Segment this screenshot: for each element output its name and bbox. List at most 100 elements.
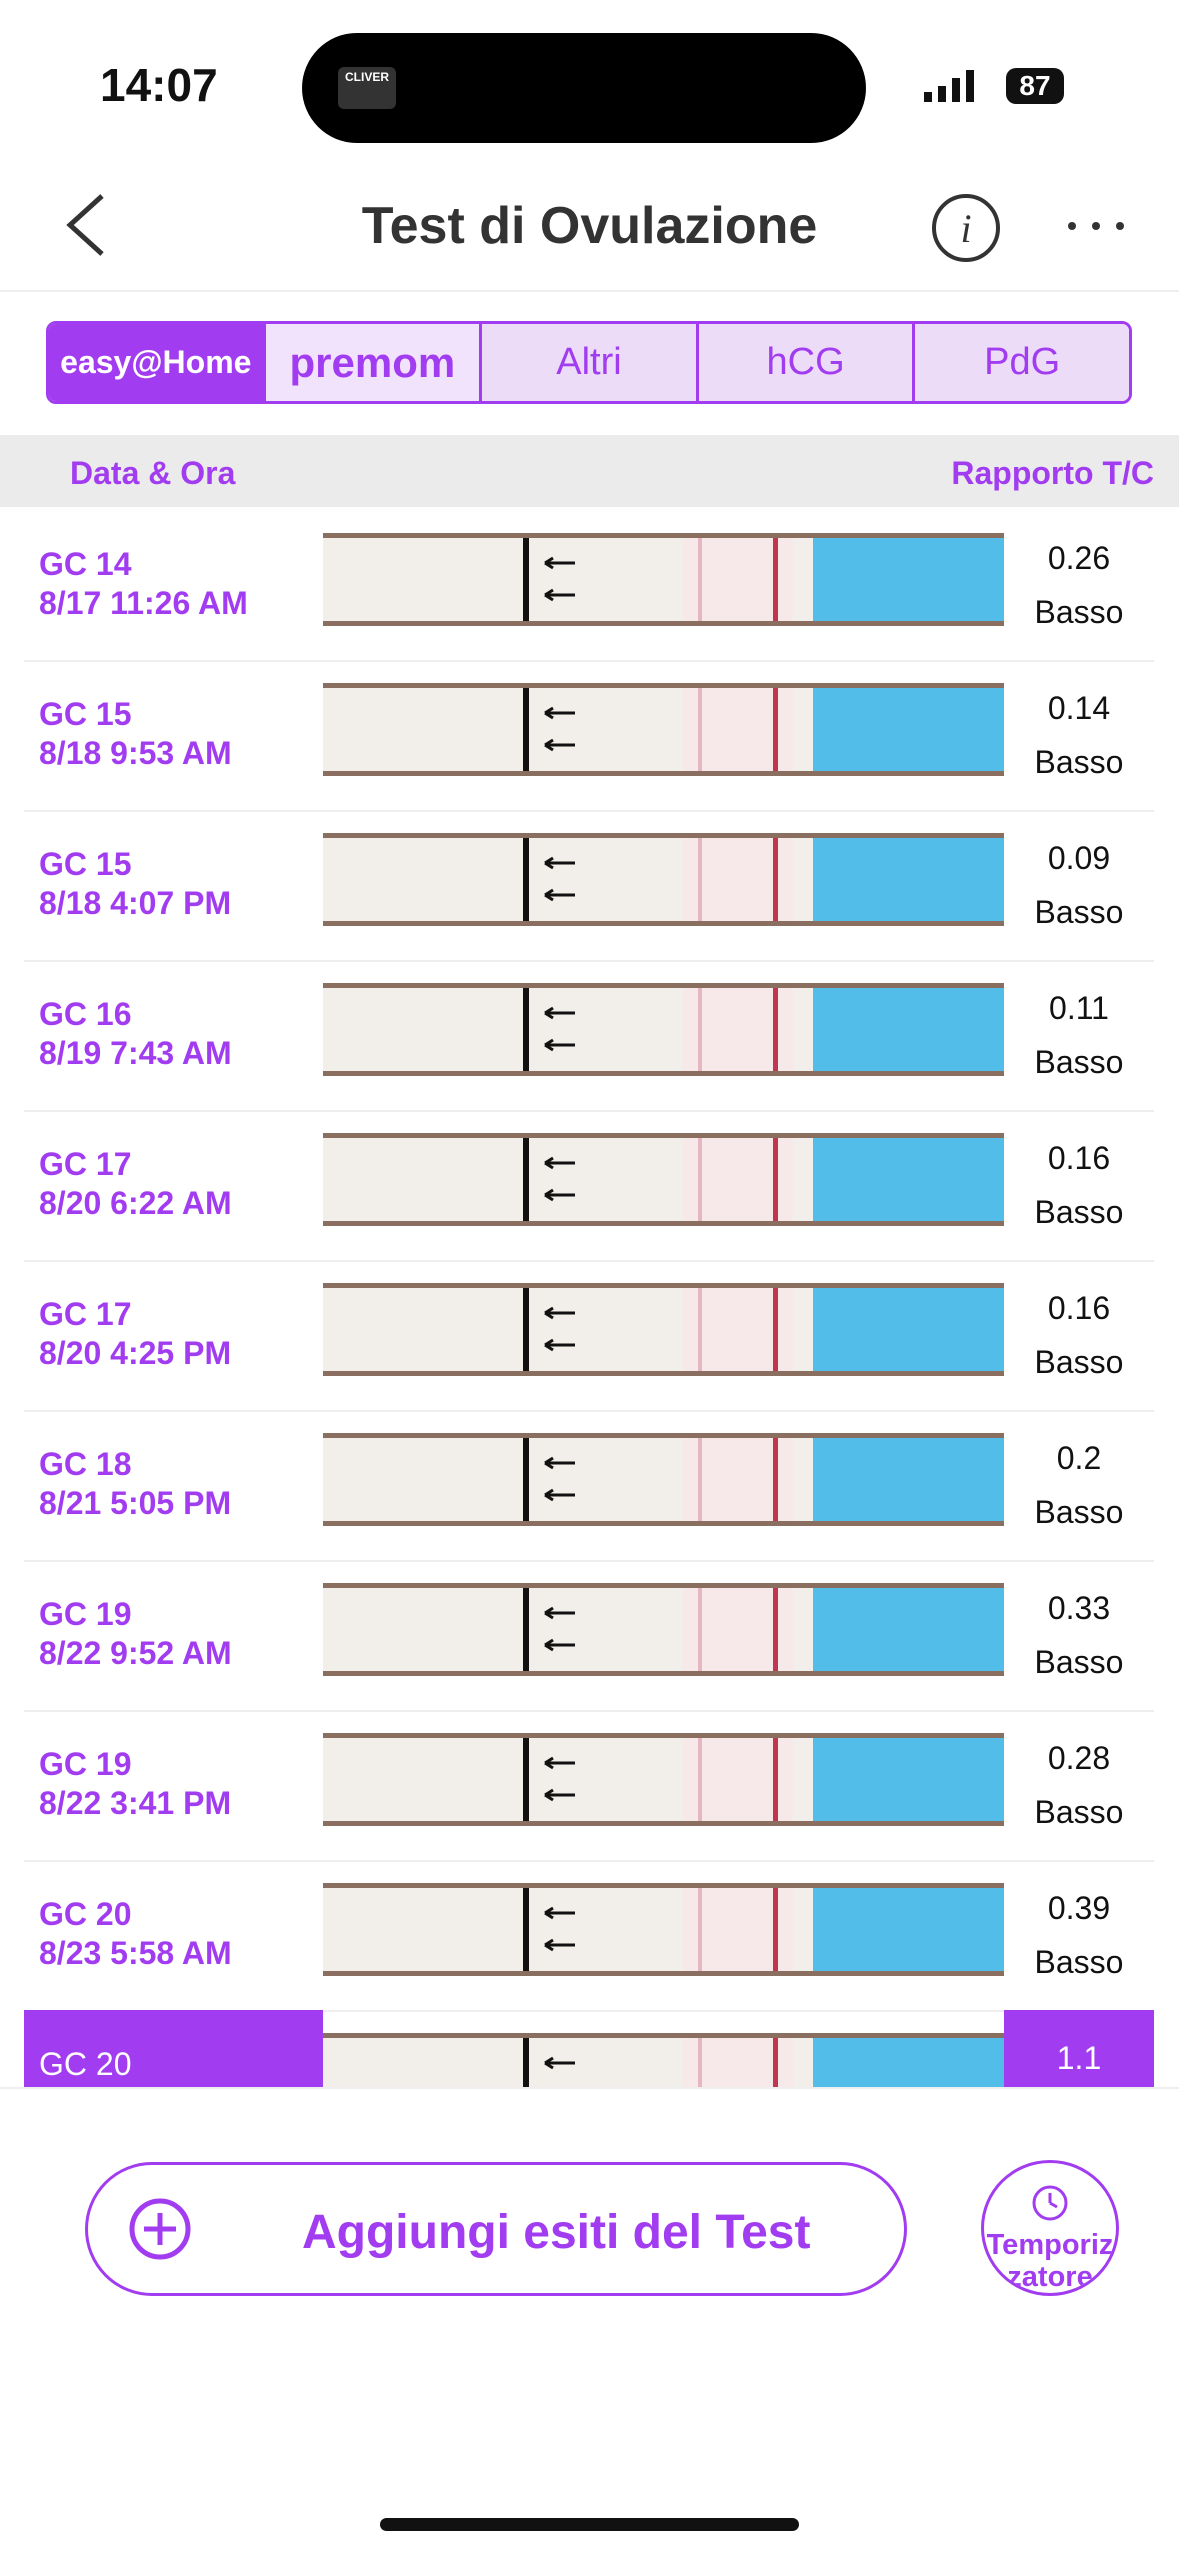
lh-level: Basso — [1034, 1194, 1124, 1230]
date-time: 8/21 5:05 PM — [39, 1485, 232, 1521]
ratio-cell: 1.1 — [1004, 2010, 1154, 2087]
dynamic-island: CLIVER — [302, 33, 866, 143]
test-strip-photo — [323, 1583, 1004, 1676]
lh-level: Basso — [1034, 1344, 1124, 1380]
result-row[interactable]: GC 17 8/20 6:22 AM 0.16 Basso — [24, 1110, 1154, 1262]
cycle-day: GC 19 — [39, 1746, 132, 1782]
strip-part — [544, 706, 575, 752]
timer-button[interactable]: Temporizzatore — [981, 2160, 1119, 2296]
strip-part — [698, 538, 702, 621]
tc-ratio: 0.26 — [1047, 540, 1111, 576]
strip-part — [773, 1588, 778, 1671]
island-label: CLIVER — [338, 67, 396, 109]
page-title: Test di Ovulazione — [361, 197, 818, 255]
strip-part — [523, 538, 529, 621]
lh-level: Basso — [1034, 1044, 1124, 1080]
lh-level: Basso — [1034, 1794, 1124, 1830]
date-cell: GC 15 8/18 9:53 AM — [24, 660, 323, 810]
strip-part — [523, 1588, 529, 1671]
result-row[interactable]: GC 14 8/17 11:26 AM 0.26 Basso — [24, 510, 1154, 662]
column-header: Rapporto T/C — [951, 455, 1154, 491]
strip-part — [544, 1006, 575, 1052]
date-cell: GC 17 8/20 6:22 AM — [24, 1110, 323, 1260]
brand-tab[interactable]: Altri — [479, 324, 696, 401]
lh-level: Basso — [1034, 744, 1124, 780]
tc-ratio: 0.14 — [1047, 690, 1111, 726]
strip-part — [773, 1138, 778, 1221]
result-row[interactable]: GC 20 8/23 5:58 AM 0.39 Basso — [24, 1860, 1154, 2012]
test-strip-photo — [323, 1883, 1004, 1976]
date-cell: GC 20 — [24, 2010, 323, 2087]
brand-tabs: easy@Home premom Altri hCG PdG — [46, 321, 1132, 404]
brand-tab[interactable]: easy@Home — [49, 324, 263, 401]
strip-part — [544, 856, 575, 902]
add-result-button[interactable]: Aggiungi esiti del Test — [85, 2162, 907, 2296]
strip-part — [698, 1588, 702, 1671]
tc-ratio: 0.09 — [1047, 840, 1111, 876]
info-button[interactable]: i — [930, 192, 1002, 264]
strip-part — [523, 1438, 529, 1521]
strip-part — [698, 1288, 702, 1371]
timer-icon — [1032, 2185, 1068, 2221]
signal-icon — [924, 70, 974, 102]
test-strip-photo — [323, 1733, 1004, 1826]
strip-part — [813, 988, 1004, 1071]
strip-part — [544, 1456, 575, 1502]
test-strip-photo — [323, 833, 1004, 926]
ratio-cell: 0.2 Basso — [1004, 1410, 1154, 1560]
result-row[interactable]: GC 19 8/22 9:52 AM 0.33 Basso — [24, 1560, 1154, 1712]
date-cell: GC 14 8/17 11:26 AM — [24, 510, 323, 660]
cycle-day: GC 20 — [39, 2046, 132, 2082]
strip-part — [544, 1606, 575, 1652]
strip-part — [773, 1738, 778, 1821]
strip-part — [523, 1738, 529, 1821]
ratio-cell: 0.39 Basso — [1004, 1860, 1154, 2010]
cycle-day: GC 19 — [39, 1596, 132, 1632]
strip-part — [544, 1306, 575, 1352]
date-time: 8/19 7:43 AM — [39, 1035, 232, 1071]
strip-part — [544, 1756, 575, 1802]
result-row[interactable]: GC 15 8/18 4:07 PM 0.09 Basso — [24, 810, 1154, 962]
strip-part — [698, 1888, 702, 1971]
lh-level: Basso — [1034, 1644, 1124, 1680]
date-time: 8/22 9:52 AM — [39, 1635, 232, 1671]
divider — [0, 290, 1179, 292]
brand-tab[interactable]: hCG — [695, 324, 913, 401]
date-cell: GC 19 8/22 9:52 AM — [24, 1560, 323, 1710]
result-row[interactable]: GC 19 8/22 3:41 PM 0.28 Basso — [24, 1710, 1154, 1862]
brand-tab[interactable]: premom — [262, 324, 480, 401]
svg-text:i: i — [960, 206, 971, 251]
timer-label: Temporizzatore — [986, 2229, 1114, 2293]
strip-part — [813, 1288, 1004, 1371]
strip-part — [523, 1138, 529, 1221]
strip-part — [523, 1288, 529, 1371]
strip-part — [698, 1138, 702, 1221]
date-time: 8/17 11:26 AM — [39, 585, 248, 621]
result-row[interactable]: GC 17 8/20 4:25 PM 0.16 Basso — [24, 1260, 1154, 1412]
lh-level: Basso — [1034, 1944, 1124, 1980]
strip-part — [813, 2038, 1004, 2087]
result-row[interactable]: GC 20 1.1 — [24, 2010, 1154, 2087]
lh-level: Basso — [1034, 894, 1124, 930]
date-cell: GC 17 8/20 4:25 PM — [24, 1260, 323, 1410]
ratio-cell: 0.28 Basso — [1004, 1710, 1154, 1860]
test-strip-photo — [323, 683, 1004, 776]
tc-ratio: 0.2 — [1056, 1440, 1102, 1476]
back-button[interactable] — [60, 190, 110, 260]
brand-tab[interactable]: PdG — [912, 324, 1129, 401]
strip-part — [773, 2038, 778, 2087]
tc-ratio: 0.16 — [1047, 1140, 1111, 1176]
result-row[interactable]: GC 18 8/21 5:05 PM 0.2 Basso — [24, 1410, 1154, 1562]
result-row[interactable]: GC 15 8/18 9:53 AM 0.14 Basso — [24, 660, 1154, 812]
date-cell: GC 19 8/22 3:41 PM — [24, 1710, 323, 1860]
more-button[interactable] — [1064, 216, 1128, 236]
strip-part — [773, 688, 778, 771]
strip-part — [698, 988, 702, 1071]
date-cell: GC 20 8/23 5:58 AM — [24, 1860, 323, 2010]
date-time: 8/23 5:58 AM — [39, 1935, 232, 1971]
test-strip-photo — [323, 533, 1004, 626]
result-list: GC 14 8/17 11:26 AM 0.26 Basso GC 15 8/18 9:5… — [0, 507, 1179, 2087]
result-row[interactable]: GC 16 8/19 7:43 AM 0.11 Basso — [24, 960, 1154, 1112]
tc-ratio: 0.16 — [1047, 1290, 1111, 1326]
